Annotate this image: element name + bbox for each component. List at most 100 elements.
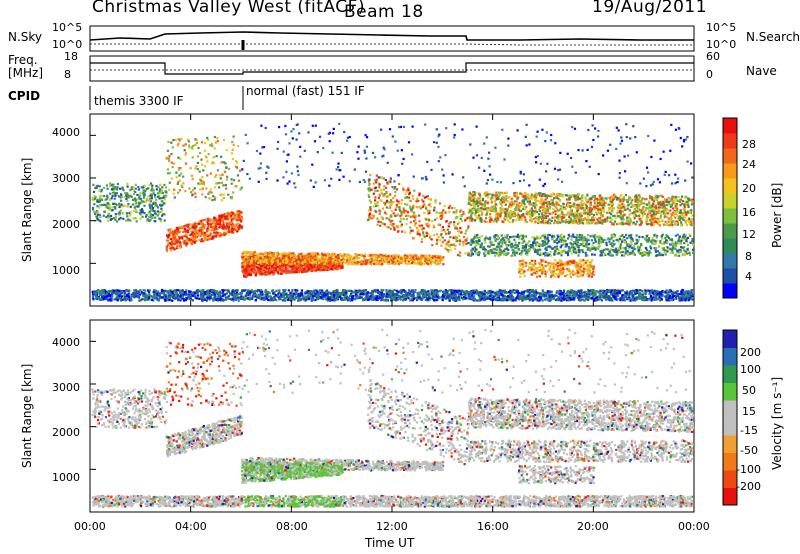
echo-cell bbox=[453, 221, 456, 224]
echo-cell bbox=[240, 211, 243, 214]
echo-cell bbox=[210, 143, 213, 146]
echo-cell bbox=[152, 202, 155, 205]
echo-cell bbox=[513, 200, 516, 203]
echo-cell bbox=[420, 240, 423, 243]
echo-cell bbox=[690, 203, 693, 206]
echo-cell bbox=[151, 207, 155, 210]
echo-cell bbox=[212, 195, 215, 198]
echo-cell bbox=[194, 143, 197, 146]
echo-cell bbox=[413, 259, 416, 262]
echo-cell bbox=[507, 215, 510, 218]
echo-cell bbox=[166, 168, 169, 171]
echo-cell bbox=[265, 269, 268, 272]
echo-cell bbox=[539, 192, 542, 195]
echo-cell bbox=[506, 207, 509, 210]
echo-cell bbox=[523, 203, 526, 206]
echo-cell bbox=[311, 259, 314, 262]
echo-cell bbox=[535, 204, 538, 207]
echo-cell bbox=[207, 192, 210, 195]
echo-cell bbox=[386, 181, 389, 184]
echo-cell bbox=[182, 230, 185, 234]
echo-cell bbox=[409, 226, 412, 229]
echo-cell bbox=[188, 187, 191, 190]
echo-cell bbox=[580, 205, 583, 208]
echo-cell bbox=[161, 186, 164, 189]
echo-cell bbox=[399, 220, 402, 223]
echo-cell bbox=[216, 137, 219, 140]
echo-cell bbox=[510, 215, 513, 218]
echo-cell bbox=[241, 258, 244, 261]
echo-cell bbox=[98, 185, 101, 188]
echo-cell bbox=[684, 211, 687, 214]
echo-cell bbox=[120, 203, 123, 206]
echo-cell bbox=[221, 173, 224, 176]
echo-cell bbox=[202, 240, 205, 243]
echo-cell bbox=[270, 265, 273, 268]
echo-cell bbox=[237, 145, 240, 148]
echo-cell bbox=[424, 254, 427, 257]
echo-cell bbox=[555, 202, 558, 205]
echo-cell bbox=[559, 209, 562, 212]
echo-cell bbox=[669, 205, 672, 208]
echo-cell bbox=[103, 203, 106, 206]
echo-cell bbox=[640, 219, 643, 223]
echo-cell bbox=[369, 206, 372, 209]
echo-cell bbox=[551, 203, 554, 207]
echo-cell bbox=[140, 211, 143, 214]
echo-cell bbox=[450, 243, 453, 246]
echo-cell bbox=[649, 209, 652, 212]
echo-cell bbox=[176, 245, 179, 248]
echo-cell bbox=[253, 265, 256, 268]
echo-cell bbox=[527, 193, 530, 196]
echo-cell bbox=[275, 252, 278, 255]
echo-cell bbox=[149, 218, 152, 221]
echo-cell bbox=[220, 214, 224, 217]
echo-cell bbox=[665, 203, 668, 207]
echo-cell bbox=[125, 197, 128, 201]
echo-cell bbox=[247, 265, 250, 268]
echo-cell bbox=[298, 268, 301, 271]
echo-cell bbox=[196, 155, 200, 158]
echo-cell bbox=[401, 230, 404, 233]
echo-cell bbox=[126, 182, 129, 185]
echo-cell bbox=[475, 198, 478, 201]
echo-cell bbox=[134, 190, 137, 193]
echo-cell bbox=[135, 209, 138, 212]
echo-cell bbox=[150, 189, 153, 192]
echo-cell bbox=[115, 188, 119, 191]
echo-cell bbox=[567, 233, 570, 236]
echo-cell bbox=[440, 244, 443, 247]
echo-cell bbox=[297, 255, 300, 258]
echo-cell bbox=[474, 219, 477, 222]
echo-cell bbox=[555, 221, 559, 224]
echo-cell bbox=[214, 226, 217, 230]
echo-cell bbox=[373, 179, 377, 182]
echo-cell bbox=[391, 186, 394, 189]
echo-cell bbox=[148, 215, 151, 218]
echo-cell bbox=[312, 256, 315, 259]
echo-cell bbox=[384, 261, 387, 264]
echo-cell bbox=[372, 205, 375, 208]
echo-cell bbox=[141, 208, 144, 211]
echo-cell bbox=[639, 223, 642, 226]
echo-cell bbox=[225, 166, 228, 169]
echo-cell bbox=[614, 217, 617, 220]
echo-cell bbox=[159, 188, 162, 191]
echo-cell bbox=[132, 186, 135, 189]
echo-cell bbox=[204, 141, 207, 145]
echo-cell bbox=[459, 227, 462, 230]
echo-cell bbox=[402, 207, 405, 210]
echo-cell bbox=[368, 180, 371, 183]
echo-cell bbox=[198, 220, 201, 223]
echo-cell bbox=[178, 174, 181, 177]
echo-cell bbox=[201, 193, 204, 196]
echo-cell bbox=[441, 241, 444, 244]
echo-cell bbox=[96, 211, 100, 214]
echo-cell bbox=[434, 218, 437, 221]
echo-cell bbox=[204, 196, 207, 199]
echo-cell bbox=[489, 197, 492, 200]
echo-cell bbox=[349, 255, 352, 258]
echo-cell bbox=[504, 211, 507, 214]
echo-cell bbox=[428, 219, 431, 222]
echo-cell bbox=[555, 210, 558, 213]
